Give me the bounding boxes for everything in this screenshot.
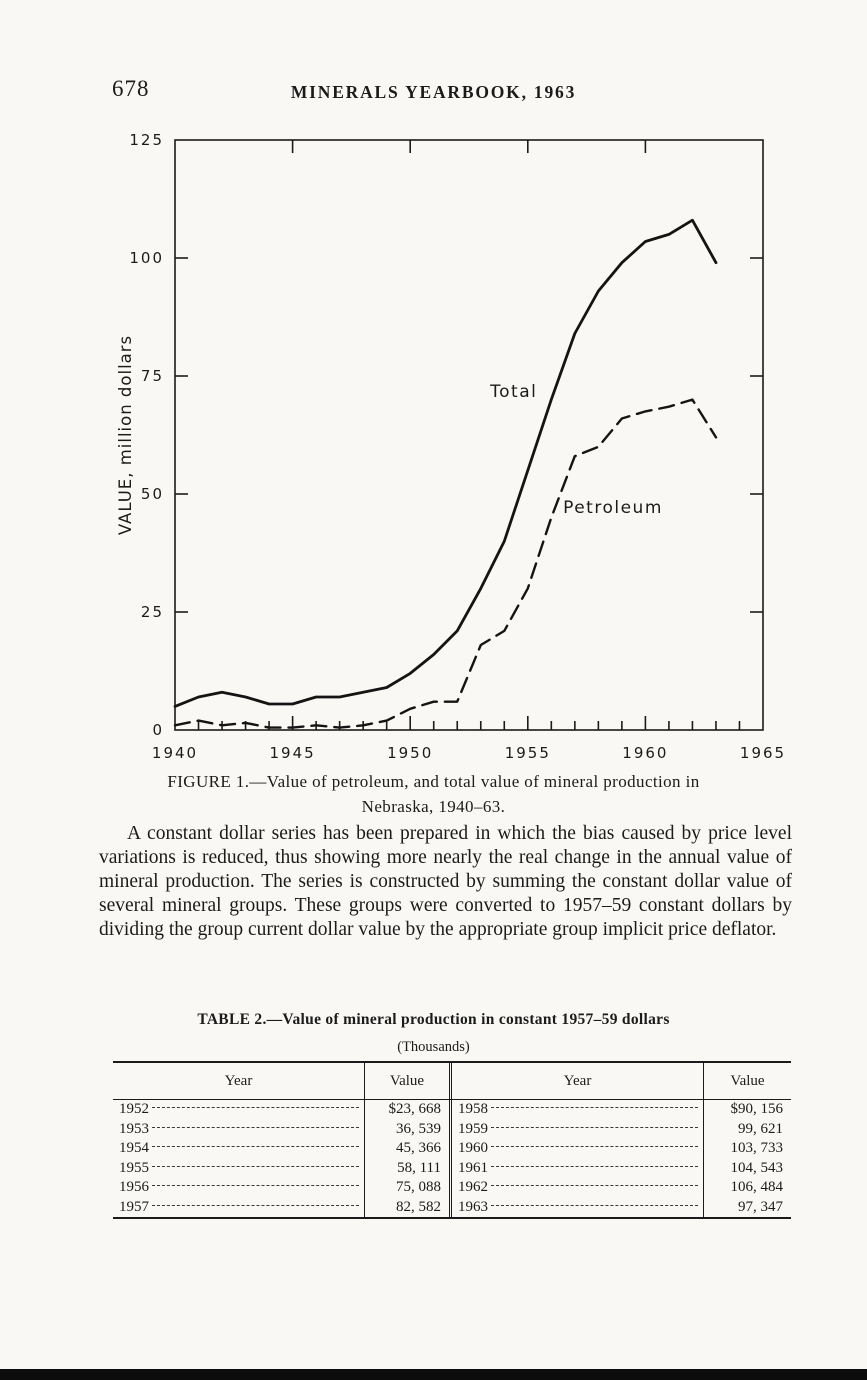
y-tick-label: 50	[141, 485, 164, 503]
value-cell: $90, 156	[730, 1101, 784, 1118]
y-tick-label: 0	[152, 721, 164, 739]
year-cell: 1954	[119, 1140, 149, 1157]
year-cell: 1958	[458, 1101, 488, 1118]
value-cell: $23, 668	[365, 1100, 452, 1120]
x-tick-label: 1940	[152, 744, 198, 762]
table-row: 1952 $23, 668 1958 $90, 156	[113, 1100, 791, 1120]
table-row: 1957 82, 582 1963 97, 347	[113, 1197, 791, 1217]
figure-caption-line1: FIGURE 1.—Value of petroleum, and total …	[167, 772, 700, 791]
series-label-total: Total	[489, 382, 537, 402]
x-tick-label: 1960	[622, 744, 668, 762]
value-cell: 99, 621	[738, 1120, 783, 1137]
year-cell: 1957	[119, 1198, 149, 1215]
table-header-row: Year Value Year Value	[113, 1063, 791, 1100]
book-title: MINERALS YEARBOOK, 1963	[290, 82, 577, 102]
year-cell: 1963	[458, 1198, 488, 1215]
plot-frame	[174, 139, 764, 731]
dash-leader	[491, 1146, 698, 1148]
year-cell: 1955	[119, 1159, 149, 1176]
year-cell: 1960	[458, 1140, 488, 1157]
year-cell: 1952	[119, 1101, 149, 1118]
dash-leader	[491, 1126, 698, 1128]
y-tick-label: 125	[129, 131, 164, 149]
table-row: 1954 45, 366 1960 103, 733	[113, 1139, 791, 1159]
table-header-year-left: Year	[113, 1063, 365, 1099]
body-paragraph: A constant dollar series has been prepar…	[99, 823, 792, 940]
value-cell: 104, 543	[730, 1159, 784, 1176]
y-tick-label: 75	[141, 367, 164, 385]
dash-leader	[491, 1107, 698, 1109]
dash-leader	[491, 1204, 698, 1206]
dash-leader	[152, 1165, 359, 1167]
table-header-value-right: Value	[730, 1072, 765, 1089]
table-header-year-right: Year	[452, 1063, 704, 1099]
value-cell: 97, 347	[738, 1198, 783, 1215]
table-row: 1955 58, 111 1961 104, 543	[113, 1158, 791, 1178]
x-tick-label: 1955	[505, 744, 551, 762]
series-label-petroleum: Petroleum	[563, 498, 663, 518]
value-cell: 103, 733	[730, 1140, 784, 1157]
value-cell: 75, 088	[365, 1178, 452, 1198]
figure-caption-line2: Nebraska, 1940–63.	[361, 796, 506, 816]
x-tick-label: 1945	[270, 744, 316, 762]
year-cell: 1956	[119, 1179, 149, 1196]
table-title: TABLE 2.—Value of mineral production in …	[197, 1011, 670, 1028]
y-tick-label: 100	[129, 249, 164, 267]
dash-leader	[152, 1204, 359, 1206]
dash-leader	[491, 1165, 698, 1167]
value-cell: 45, 366	[365, 1139, 452, 1159]
value-cell: 82, 582	[365, 1197, 452, 1217]
year-cell: 1962	[458, 1179, 488, 1196]
dash-leader	[491, 1185, 698, 1187]
dash-leader	[152, 1185, 359, 1187]
figure-caption: FIGURE 1.—Value of petroleum, and total …	[0, 770, 867, 819]
value-cell: 36, 539	[365, 1119, 452, 1139]
table-subtitle: (Thousands)	[397, 1039, 470, 1055]
table-header-value-left: Value	[365, 1063, 452, 1099]
x-tick-label: 1965	[740, 744, 786, 762]
table-row: 1953 36, 539 1959 99, 621	[113, 1119, 791, 1139]
x-tick-label: 1950	[387, 744, 433, 762]
year-cell: 1961	[458, 1159, 488, 1176]
table-2: Year Value Year Value 1952 $23, 668 1958…	[113, 1061, 791, 1219]
y-tick-label: 25	[141, 603, 164, 621]
value-cell: 106, 484	[730, 1179, 784, 1196]
page-number: 678	[112, 76, 150, 101]
dash-leader	[152, 1126, 359, 1128]
dash-leader	[152, 1107, 359, 1109]
y-axis-title: VALUE, million dollars	[116, 335, 135, 535]
year-cell: 1959	[458, 1120, 488, 1137]
dash-leader	[152, 1146, 359, 1148]
table-row: 1956 75, 088 1962 106, 484	[113, 1178, 791, 1198]
page-bottom-edge	[0, 1369, 867, 1380]
figure-1-chart: 0 25 50 75 100 125 1940 1945 1950 1955 1960 1965 VAL…	[116, 131, 786, 762]
total-line	[173, 218, 718, 708]
petroleum-line	[173, 398, 718, 729]
year-cell: 1953	[119, 1120, 149, 1137]
value-cell: 58, 111	[365, 1158, 452, 1178]
